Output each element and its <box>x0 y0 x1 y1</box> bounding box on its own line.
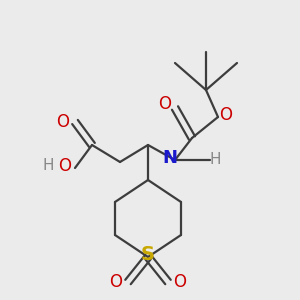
Text: H: H <box>42 158 54 173</box>
Text: O: O <box>56 113 70 131</box>
Text: H: H <box>209 152 221 167</box>
Text: N: N <box>163 149 178 167</box>
Text: O: O <box>58 157 71 175</box>
Text: O: O <box>158 95 172 113</box>
Text: O: O <box>110 273 122 291</box>
Text: O: O <box>220 106 232 124</box>
Text: S: S <box>141 245 155 265</box>
Text: O: O <box>173 273 187 291</box>
